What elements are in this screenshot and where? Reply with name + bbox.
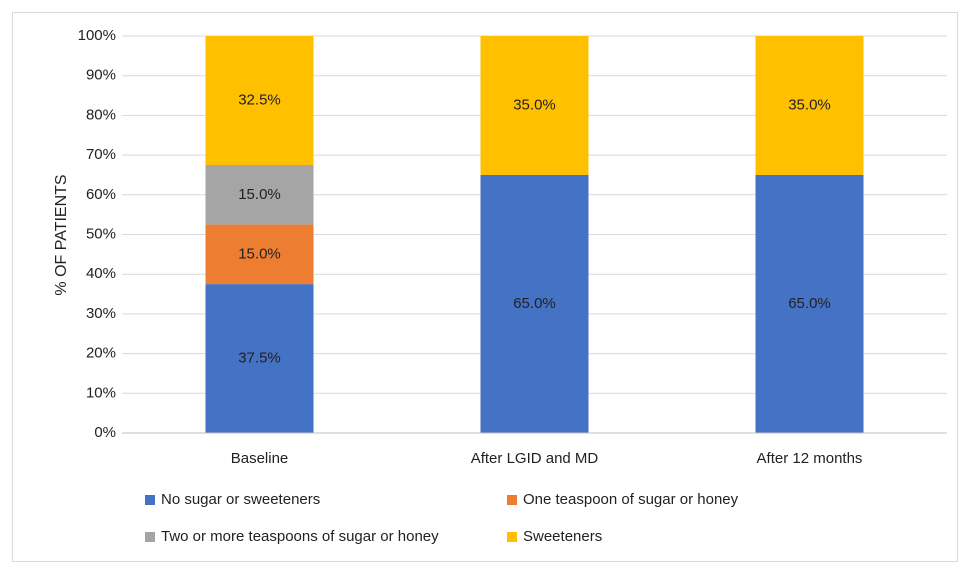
bar-segment [205, 36, 314, 166]
y-tick-label: 20% [86, 345, 116, 362]
y-tick-label: 30% [86, 305, 116, 322]
y-tick-label: 70% [86, 146, 116, 163]
y-tick-label: 90% [86, 67, 116, 84]
legend-label: Sweeteners [523, 528, 602, 545]
bar-segment [755, 36, 864, 175]
bar-segment [205, 284, 314, 433]
data-label: 35.0% [513, 96, 556, 113]
data-label: 15.0% [238, 245, 281, 262]
legend-label: One teaspoon of sugar or honey [523, 491, 739, 508]
legend-swatch [145, 495, 155, 505]
data-label: 37.5% [238, 350, 281, 367]
legend-swatch [145, 532, 155, 542]
data-label: 65.0% [788, 295, 831, 312]
data-label: 15.0% [238, 186, 281, 203]
bar-segment [205, 165, 314, 225]
y-tick-label: 50% [86, 225, 116, 242]
x-tick-label: Baseline [231, 450, 289, 467]
bar-segment [480, 36, 589, 175]
y-tick-label: 10% [86, 384, 116, 401]
y-tick-label: 60% [86, 186, 116, 203]
data-label: 32.5% [238, 91, 281, 108]
y-tick-label: 40% [86, 265, 116, 282]
bar-segment [480, 174, 589, 433]
data-label: 35.0% [788, 96, 831, 113]
legend-swatch [507, 495, 517, 505]
bar-segment [755, 174, 864, 433]
legend-swatch [507, 532, 517, 542]
x-tick-label: After 12 months [757, 450, 863, 467]
y-axis-label: % OF PATIENTS [53, 174, 70, 295]
legend-label: Two or more teaspoons of sugar or honey [161, 528, 439, 545]
y-tick-label: 0% [94, 424, 116, 441]
data-label: 65.0% [513, 295, 556, 312]
y-tick-label: 80% [86, 106, 116, 123]
y-tick-label: 100% [78, 27, 116, 44]
bar-segment [205, 224, 314, 285]
x-tick-label: After LGID and MD [471, 450, 599, 467]
legend-label: No sugar or sweeteners [161, 491, 320, 508]
